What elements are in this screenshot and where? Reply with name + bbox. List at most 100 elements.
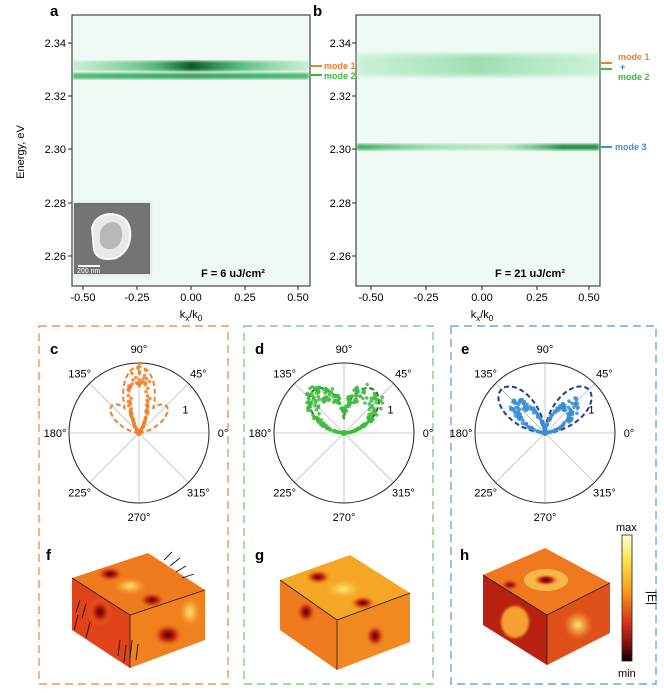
polar-data-point: [321, 387, 326, 392]
polar-angle-label: 135°: [273, 369, 296, 381]
polar-data-point: [306, 396, 311, 401]
xtick-a-1: -0.25: [124, 292, 149, 304]
xtick-b-3: 0.25: [526, 292, 547, 304]
polar-data-point: [521, 418, 525, 423]
polar-spoke: [294, 432, 345, 483]
x-axis-a: -0.50 -0.25 0.00 0.25 0.50 kx/k0: [70, 286, 309, 323]
polar-angle-label: 315°: [187, 487, 210, 499]
polar-spoke: [138, 432, 189, 483]
polar-data-point: [538, 430, 543, 435]
polar-data-point: [511, 407, 515, 412]
polar-angle-label: 0°: [218, 428, 229, 440]
ytick-a-4: 2.26: [45, 251, 66, 263]
polar-data-point: [367, 407, 372, 412]
polar-data-point: [346, 430, 351, 435]
polar-angle-label: 135°: [68, 369, 91, 381]
polar-angle-label: 180°: [450, 428, 473, 440]
polar-data-point: [354, 393, 359, 398]
polar-data-point: [341, 414, 346, 419]
polar-data-point: [342, 410, 347, 415]
panel-letter-h: h: [460, 547, 469, 564]
ytick-b-0: 2.34: [330, 38, 351, 50]
polar-plot-e: 90° 45° 0° 315° 270° 225° 180° 135° 1: [450, 344, 635, 524]
polar-data-point: [332, 399, 337, 403]
mode2-label-a: mode 2: [324, 71, 356, 81]
polar-data-point: [563, 408, 567, 412]
polar-data-point: [316, 417, 320, 421]
polar-data-point: [346, 401, 351, 406]
polar-data-point: [324, 426, 329, 430]
polar-data-point: [369, 411, 374, 415]
polar-data-point: [145, 394, 150, 398]
polar-data-point: [575, 411, 579, 416]
polar-angle-label: 90°: [336, 344, 353, 356]
polar-data-point: [127, 388, 131, 393]
mode2-label-b: mode 2: [618, 72, 650, 82]
polar-data-point: [567, 420, 571, 424]
polar-angle-label: 225°: [474, 487, 497, 499]
polar-angle-label: 90°: [537, 344, 554, 356]
panel-letter-e: e: [461, 341, 469, 358]
polar-spoke: [495, 432, 546, 483]
sem-inset: 200 nm: [74, 203, 150, 275]
ytick-a-1: 2.32: [45, 91, 66, 103]
polar-data-point: [136, 366, 140, 371]
polar-data-point: [549, 414, 553, 419]
y-axis-label: Energy, eV: [15, 125, 27, 179]
polar-data-point: [335, 430, 340, 434]
polar-data-point: [574, 396, 579, 401]
x-axis-label-b: kx/k0: [471, 309, 494, 323]
polar-data-point: [140, 426, 144, 431]
polar-data-point: [531, 406, 536, 410]
polar-data-point: [333, 393, 338, 398]
ytick-b-3: 2.28: [330, 198, 351, 210]
polar-data-point: [520, 421, 525, 426]
polar-angle-label: 0°: [423, 428, 434, 440]
polar-data-point: [567, 399, 571, 404]
colorbar-max: max: [616, 522, 637, 534]
polar-data-point: [521, 407, 526, 411]
panel-letter-f: f: [46, 547, 52, 564]
polar-data-point: [561, 422, 566, 427]
polar-radius-label: 1: [387, 404, 393, 416]
colorbar-label: |E|: [645, 591, 659, 605]
polar-data-point: [545, 423, 549, 427]
polar-data-point: [329, 390, 334, 395]
polar-data-point: [137, 361, 142, 366]
polar-data-point: [379, 406, 383, 411]
polar-data-point: [131, 419, 135, 423]
polar-angle-label: 45°: [395, 369, 412, 381]
polar-outline: [273, 362, 415, 504]
polar-data-point: [521, 401, 526, 406]
polar-data-point: [561, 405, 566, 409]
polar-angle-label: 225°: [68, 487, 91, 499]
fluence-a: F = 6 uJ/cm²: [201, 268, 265, 280]
polar-angle-label: 270°: [534, 512, 557, 524]
polar-radius-label: 1: [588, 404, 594, 416]
polar-data-point: [141, 423, 145, 428]
band-a-mode1: [73, 61, 309, 71]
x-axis-label-a: kx/k0: [180, 309, 203, 323]
polar-data-point: [379, 398, 383, 403]
polar-data-point: [317, 397, 322, 402]
polar-data-point: [132, 423, 137, 428]
polar-data-point: [555, 407, 560, 411]
polar-data-point: [515, 405, 520, 410]
polar-data-point: [363, 401, 367, 405]
xtick-a-4: 0.50: [287, 292, 308, 304]
polar-data-point: [144, 376, 149, 381]
polar-data-point: [144, 408, 149, 413]
polar-data-point: [517, 409, 521, 413]
polar-angle-label: 45°: [190, 369, 207, 381]
polar-data-point: [317, 389, 321, 394]
polar-data-point: [364, 396, 369, 400]
polar-data-point: [307, 393, 311, 397]
polar-data-point: [365, 421, 369, 426]
polar-data-point: [539, 419, 544, 424]
polar-data-point: [553, 427, 558, 432]
polar-data-point: [575, 406, 580, 411]
polar-angle-label: 0°: [624, 428, 635, 440]
polar-data-point: [321, 397, 325, 401]
y-axis-b: 2.34 2.32 2.30 2.28 2.26: [330, 38, 356, 263]
polar-data-point: [566, 405, 571, 410]
